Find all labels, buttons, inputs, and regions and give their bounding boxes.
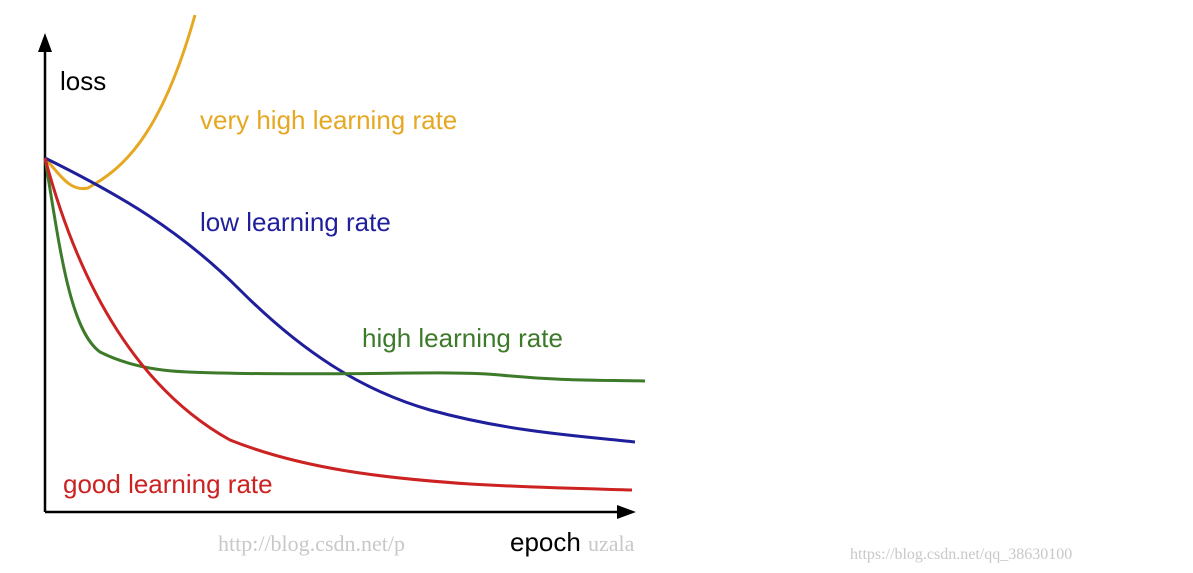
curve-label: very high learning rate (200, 105, 457, 135)
watermark: http://blog.csdn.net/p (218, 531, 405, 556)
x-label: epoch (510, 527, 581, 557)
y-arrow (38, 33, 52, 52)
curve-label: good learning rate (63, 469, 273, 499)
watermark: https://blog.csdn.net/qq_38630100 (850, 546, 1072, 563)
low-curve (44, 156, 636, 444)
high-curve (43, 157, 646, 383)
curve-label: low learning rate (200, 207, 391, 237)
good-curve (43, 157, 633, 492)
y-label: loss (60, 66, 106, 96)
very-high-curve (43, 14, 197, 191)
curve-label: high learning rate (362, 323, 563, 353)
x-arrow (617, 505, 636, 519)
watermark: uzala (588, 531, 635, 556)
